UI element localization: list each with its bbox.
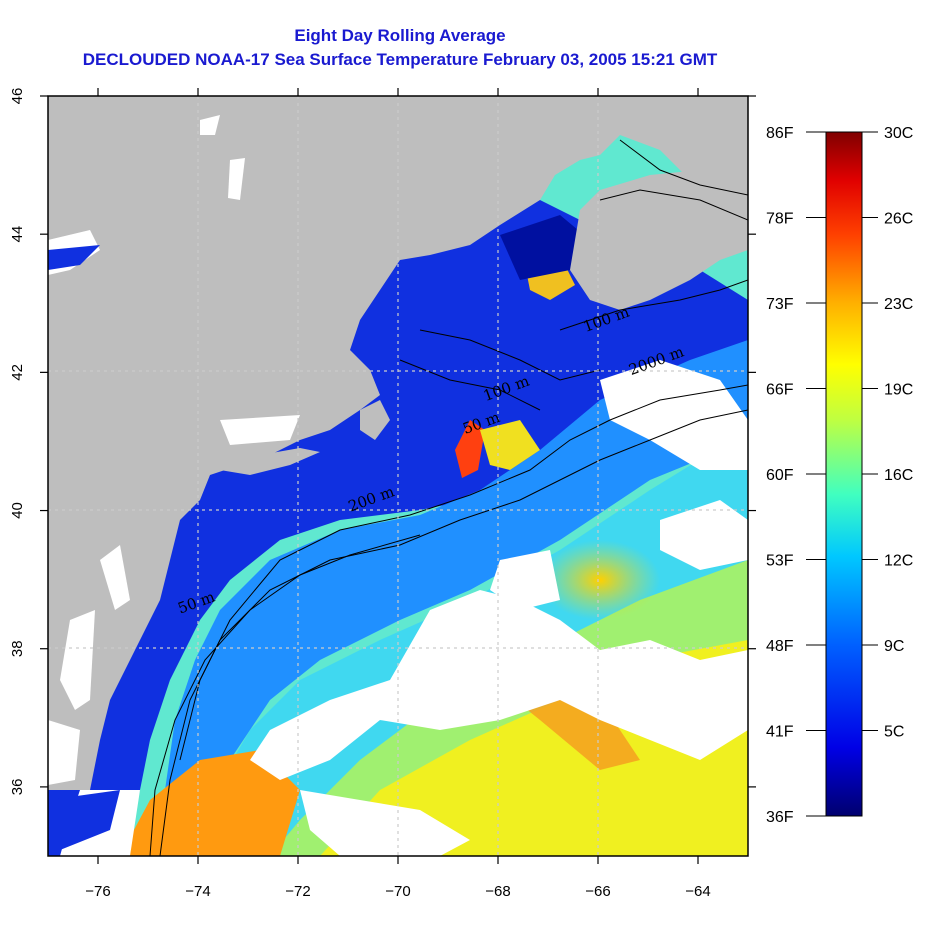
celsius-label: 12C bbox=[884, 553, 913, 570]
x-tick-label: −72 bbox=[285, 883, 310, 900]
fahrenheit-label: 78F bbox=[766, 211, 794, 228]
celsius-label: 16C bbox=[884, 467, 913, 484]
x-tick-label: −68 bbox=[485, 883, 510, 900]
x-tick-label: −76 bbox=[85, 883, 110, 900]
fahrenheit-label: 73F bbox=[766, 296, 794, 313]
map-title: Eight Day Rolling Average bbox=[294, 26, 506, 45]
warm-ring bbox=[540, 540, 660, 620]
x-tick-label: −74 bbox=[185, 883, 210, 900]
y-tick-label: 40 bbox=[9, 502, 26, 519]
y-tick-label: 42 bbox=[9, 364, 26, 381]
map-grid bbox=[48, 96, 748, 856]
temperature-colorbar: 86F 78F 73F 66F 60F 53F 48F 41F 36F 30C 26C 23C 19C… bbox=[766, 125, 913, 826]
celsius-label: 30C bbox=[884, 125, 913, 142]
y-tick-label: 38 bbox=[9, 640, 26, 657]
georges-bank-anomaly bbox=[455, 420, 485, 478]
x-tick-label: −64 bbox=[685, 883, 710, 900]
celsius-scale: 30C 26C 23C 19C 16C 12C 9C 5C bbox=[862, 125, 913, 741]
celsius-label: 26C bbox=[884, 211, 913, 228]
fahrenheit-label: 86F bbox=[766, 125, 794, 142]
celsius-label: 23C bbox=[884, 296, 913, 313]
x-tick-label: −66 bbox=[585, 883, 610, 900]
celsius-label: 19C bbox=[884, 382, 913, 399]
celsius-label: 5C bbox=[884, 724, 904, 741]
y-tick-label: 46 bbox=[9, 88, 26, 105]
mid-shelf-water bbox=[160, 340, 748, 856]
fahrenheit-label: 60F bbox=[766, 467, 794, 484]
longitude-axis: −76 −74 −72 −70 −68 −66 −64 bbox=[85, 88, 711, 900]
fahrenheit-label: 36F bbox=[766, 809, 794, 826]
celsius-label: 9C bbox=[884, 638, 904, 655]
fahrenheit-label: 48F bbox=[766, 638, 794, 655]
depth-contours bbox=[149, 139, 748, 856]
dark-blue-pocket bbox=[500, 215, 590, 280]
x-tick-label: −70 bbox=[385, 883, 410, 900]
y-tick-label: 36 bbox=[9, 779, 26, 796]
fahrenheit-scale: 86F 78F 73F 66F 60F 53F 48F 41F 36F bbox=[766, 125, 826, 826]
latitude-axis: 36 38 40 42 44 46 bbox=[9, 88, 756, 796]
colorbar-gradient bbox=[825, 131, 863, 817]
y-tick-label: 44 bbox=[9, 226, 26, 243]
warm-core-water bbox=[120, 750, 300, 856]
fahrenheit-label: 53F bbox=[766, 553, 794, 570]
fahrenheit-label: 66F bbox=[766, 382, 794, 399]
fahrenheit-label: 41F bbox=[766, 724, 794, 741]
map-subtitle: DECLOUDED NOAA-17 Sea Surface Temperatur… bbox=[82, 50, 718, 69]
georges-bank-anomaly-2 bbox=[480, 420, 540, 470]
coastal-bays bbox=[48, 245, 120, 856]
